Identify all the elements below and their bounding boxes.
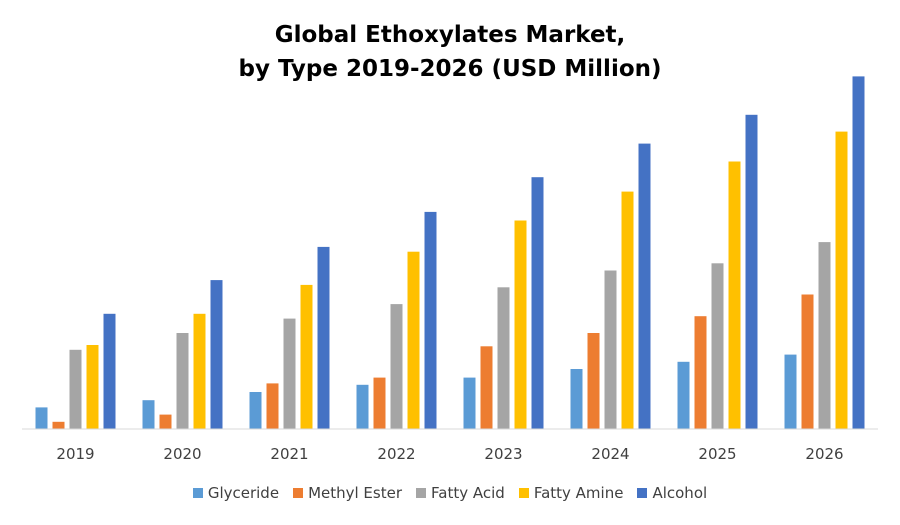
chart-subtitle: by Type 2019-2026 (USD Million): [238, 56, 662, 82]
bar-alcohol-2023: [531, 177, 544, 429]
legend-label: Methyl Ester: [308, 484, 403, 502]
bar-alcohol-2021: [317, 246, 330, 429]
legend-label: Fatty Amine: [533, 484, 624, 502]
legend-item-methyl-ester: Methyl Ester: [293, 484, 402, 502]
bar-glyceride-2024: [570, 369, 583, 429]
legend-swatch: [637, 488, 648, 498]
bar-glyceride-2022: [356, 384, 369, 429]
bar-methyl-ester-2024: [587, 333, 600, 429]
bar-methyl-ester-2019: [52, 421, 65, 429]
bar-methyl-ester-2026: [801, 294, 814, 429]
bar-glyceride-2025: [677, 361, 690, 429]
x-tick-label: 2024: [591, 445, 629, 463]
bar-glyceride-2026: [784, 354, 797, 429]
bar-fatty-acid-2022: [390, 304, 403, 429]
bar-fatty-acid-2024: [604, 270, 617, 429]
x-tick-label: 2023: [484, 445, 522, 463]
x-tick-label: 2026: [805, 445, 843, 463]
bar-alcohol-2026: [852, 76, 865, 430]
legend-item-alcohol: Alcohol: [637, 484, 707, 502]
bar-alcohol-2022: [424, 211, 437, 429]
bar-fatty-acid-2023: [497, 287, 510, 429]
bar-fatty-amine-2021: [300, 284, 313, 429]
bar-alcohol-2024: [638, 143, 651, 429]
legend-label: Glyceride: [207, 484, 280, 502]
x-tick-label: 2019: [56, 445, 94, 463]
bar-methyl-ester-2023: [480, 346, 493, 429]
bar-glyceride-2020: [142, 400, 155, 429]
legend-label: Alcohol: [652, 484, 708, 502]
bar-fatty-acid-2021: [283, 318, 296, 429]
bars-group: [35, 76, 865, 430]
legend-swatch: [192, 488, 203, 498]
chart-title: Global Ethoxylates Market, by Type 2019-…: [0, 18, 900, 86]
bar-fatty-amine-2023: [514, 220, 527, 429]
bar-glyceride-2023: [463, 377, 476, 429]
bar-methyl-ester-2021: [266, 383, 279, 429]
bar-alcohol-2020: [210, 280, 223, 429]
x-tick-label: 2021: [270, 445, 308, 463]
bar-fatty-acid-2019: [69, 349, 82, 429]
bar-fatty-amine-2024: [621, 191, 634, 429]
bar-fatty-amine-2026: [835, 131, 848, 429]
x-tick-label: 2020: [163, 445, 201, 463]
bar-fatty-amine-2022: [407, 251, 420, 429]
x-tick-label: 2025: [698, 445, 736, 463]
bar-glyceride-2019: [35, 407, 48, 429]
bar-methyl-ester-2022: [373, 377, 386, 429]
legend-swatch: [416, 488, 427, 498]
bar-methyl-ester-2025: [694, 316, 707, 429]
legend-item-fatty-acid: Fatty Acid: [416, 484, 505, 502]
bar-fatty-acid-2025: [711, 263, 724, 429]
legend-item-glyceride: Glyceride: [192, 484, 280, 502]
bar-fatty-amine-2020: [193, 313, 206, 429]
bar-glyceride-2021: [249, 392, 262, 429]
x-tick-label: 2022: [377, 445, 415, 463]
legend-label: Fatty Acid: [431, 484, 505, 502]
bar-fatty-acid-2026: [818, 242, 831, 429]
legend-swatch: [293, 488, 304, 498]
bar-fatty-acid-2020: [176, 333, 189, 429]
bar-fatty-amine-2025: [728, 161, 741, 429]
legend: Glyceride Methyl Ester Fatty Acid Fatty Ami…: [0, 484, 900, 502]
bar-alcohol-2019: [103, 313, 116, 429]
bar-fatty-amine-2019: [86, 345, 99, 429]
legend-item-fatty-amine: Fatty Amine: [518, 484, 624, 502]
chart-title-line1: Global Ethoxylates Market,: [274, 22, 626, 48]
legend-swatch: [518, 488, 529, 498]
bar-methyl-ester-2020: [159, 414, 172, 429]
bar-alcohol-2025: [745, 114, 758, 430]
x-tick-labels: 2019 2020 2021 2022 2023 2024 2025 2026: [56, 445, 843, 463]
